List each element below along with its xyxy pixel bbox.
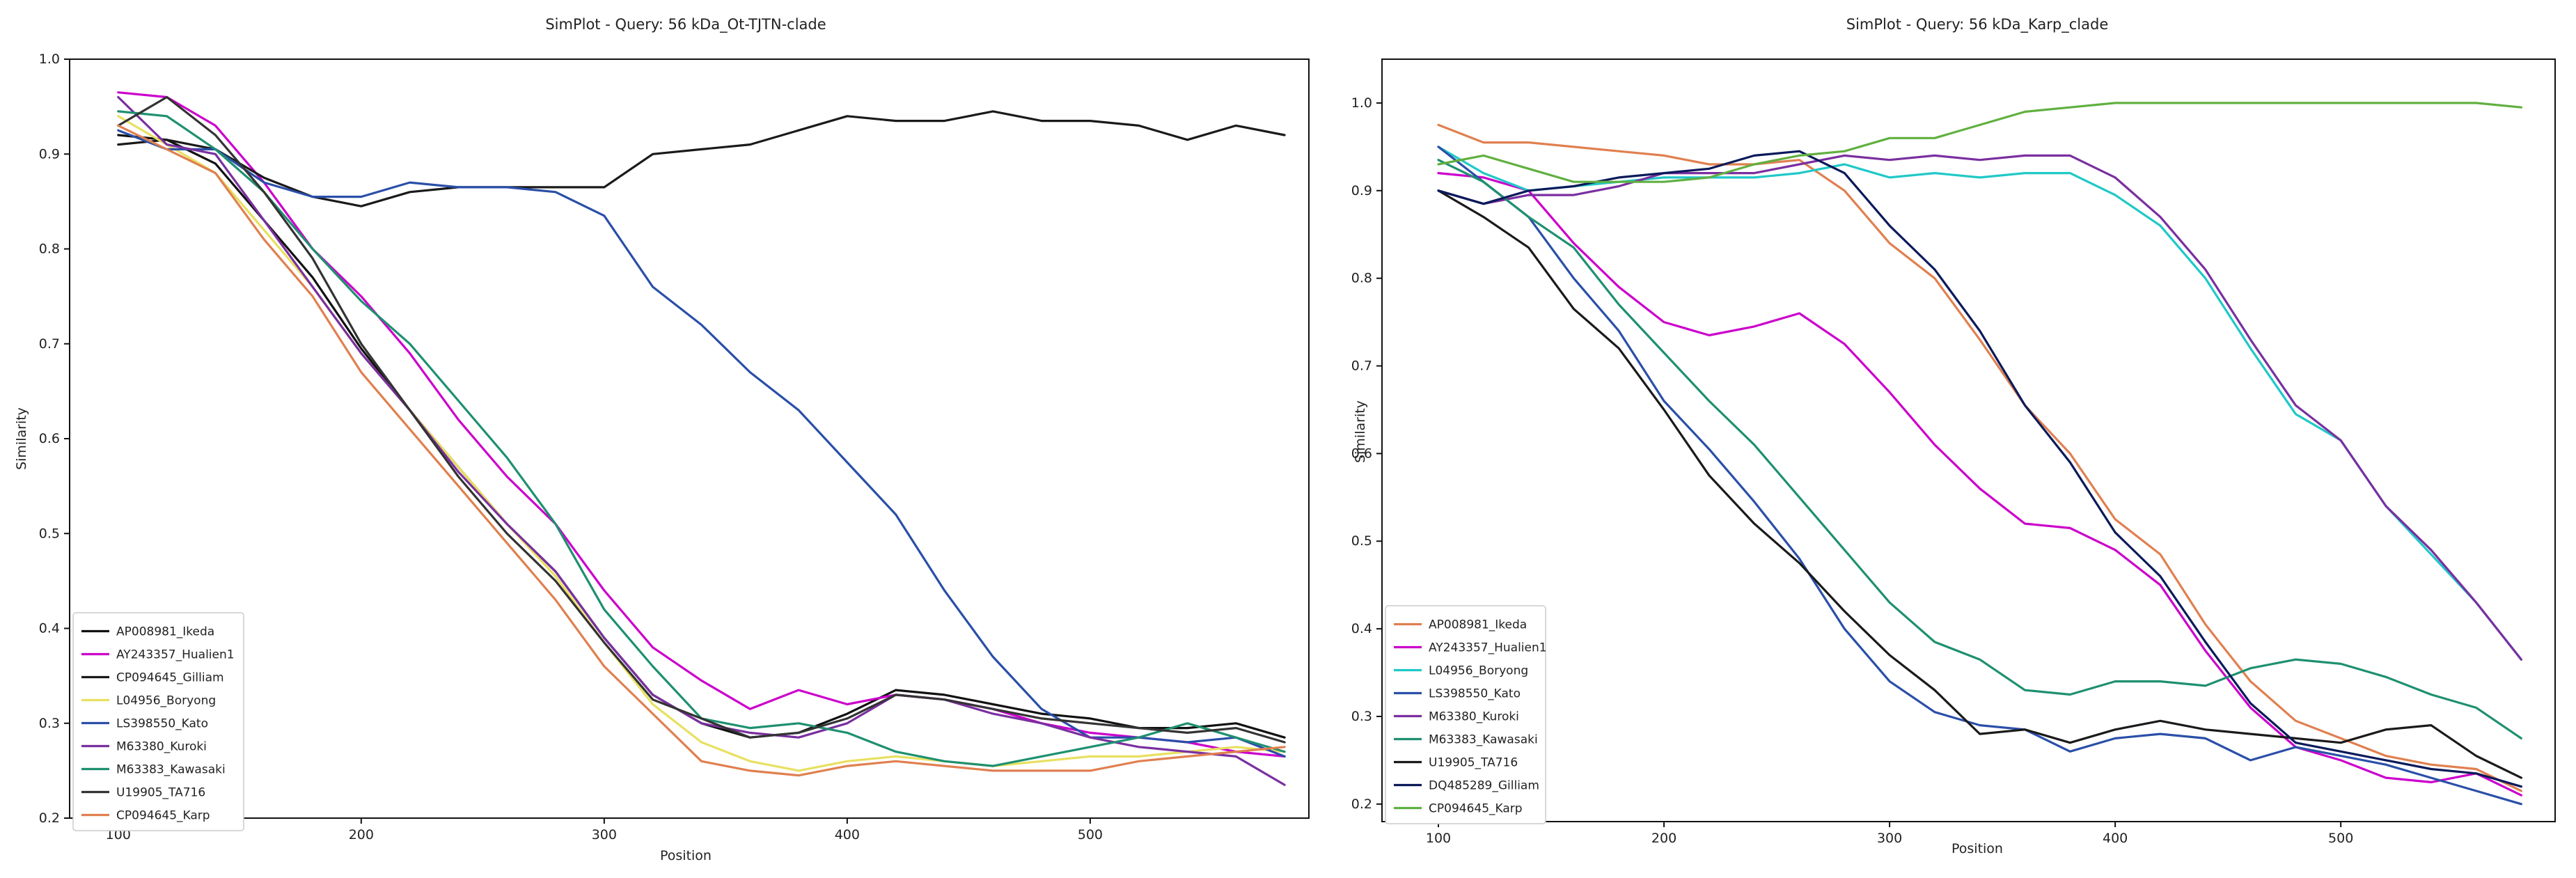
chart-right-series-group bbox=[1437, 102, 2522, 806]
chart-left-series-line-4 bbox=[117, 129, 1286, 758]
chart-left-legend-label-0: AP008981_Ikeda bbox=[116, 625, 214, 639]
chart-right-series-line-2 bbox=[1437, 146, 2522, 661]
chart-right-legend: AP008981_Ikeda AY243357_Hualien1 L04956_Bo… bbox=[1385, 605, 1547, 824]
chart-right-x-tick-label-2: 300 bbox=[1877, 831, 1902, 846]
chart-left-y-tick-label-6: 0.8 bbox=[39, 242, 60, 257]
chart-left-title: SimPlot - Query: 56 kDa_Ot-TJTN-clade bbox=[545, 16, 826, 33]
chart-left-y-tick-label-0: 0.2 bbox=[39, 810, 60, 826]
chart-right-legend-label-8: CP094645_Karp bbox=[1429, 802, 1523, 816]
chart-left-series-line-5 bbox=[117, 95, 1286, 786]
chart-left-x-tick-label-4: 500 bbox=[1078, 827, 1103, 842]
chart-left-y-tick-label-4: 0.6 bbox=[39, 431, 60, 446]
chart-right-series-line-4 bbox=[1437, 154, 2522, 661]
chart-left-legend-label-7: U19905_TA716 bbox=[116, 786, 205, 800]
chart-right-x-tick-label-1: 200 bbox=[1651, 831, 1676, 846]
chart-right-legend-label-6: U19905_TA716 bbox=[1429, 756, 1518, 770]
chart-right-x-axis-label: Position bbox=[1951, 841, 2003, 856]
chart-right-y-tick-label-0: 0.2 bbox=[1351, 797, 1372, 812]
chart-right-legend-label-1: AY243357_Hualien1 bbox=[1429, 641, 1547, 655]
chart-right-y-tick-label-2: 0.4 bbox=[1351, 621, 1372, 636]
chart-right-series-line-8 bbox=[1437, 102, 2522, 183]
chart-right-legend-label-3: LS398550_Kato bbox=[1429, 687, 1521, 701]
chart-left-y-tick-label-1: 0.3 bbox=[39, 716, 60, 731]
chart-right-series-line-7 bbox=[1437, 150, 2522, 788]
chart-left-y-axis-label: Similarity bbox=[14, 407, 29, 470]
chart-left-series-line-8 bbox=[117, 124, 1286, 777]
chart-right-y-tick-label-1: 0.3 bbox=[1351, 709, 1372, 724]
chart-left: SimPlot - Query: 56 kDa_Ot-TJTN-clade 10… bbox=[14, 16, 1310, 863]
chart-left-legend-label-6: M63383_Kawasaki bbox=[116, 763, 226, 777]
chart-left-legend-label-5: M63380_Kuroki bbox=[116, 740, 207, 754]
chart-left-y-tick-label-2: 0.4 bbox=[39, 621, 60, 636]
chart-right-legend-label-2: L04956_Boryong bbox=[1429, 664, 1528, 678]
chart-right-legend-label-5: M63383_Kawasaki bbox=[1429, 733, 1538, 747]
chart-left-legend-box bbox=[72, 612, 244, 831]
chart-left-legend-label-2: CP094645_Gilliam bbox=[116, 671, 224, 685]
chart-left-legend-label-8: CP094645_Karp bbox=[116, 809, 210, 823]
chart-right-legend-label-4: M63380_Kuroki bbox=[1429, 710, 1519, 724]
chart-right-x-tick-label-3: 400 bbox=[2103, 831, 2128, 846]
chart-left-x-tick-label-1: 200 bbox=[349, 827, 374, 842]
chart-right-x-tick-label-0: 100 bbox=[1426, 831, 1451, 846]
chart-left-legend-label-3: L04956_Boryong bbox=[116, 694, 216, 708]
chart-right-y-tick-label-4: 0.6 bbox=[1351, 446, 1372, 461]
chart-right-y-tick-label-5: 0.7 bbox=[1351, 359, 1372, 374]
chart-right-y-axis-label: Similarity bbox=[1353, 400, 1368, 463]
chart-right-series-line-6 bbox=[1437, 189, 2522, 779]
chart-right-y-tick-label-8: 1.0 bbox=[1351, 95, 1372, 111]
chart-right-legend-label-0: AP008981_Ikeda bbox=[1429, 618, 1527, 632]
chart-right-y-tick-label-7: 0.9 bbox=[1351, 183, 1372, 198]
chart-left-y-tick-label-7: 0.9 bbox=[39, 146, 60, 162]
chart-right-title: SimPlot - Query: 56 kDa_Karp_clade bbox=[1846, 16, 2109, 33]
chart-left-series-group bbox=[117, 91, 1286, 786]
chart-left-x-tick-label-2: 300 bbox=[592, 827, 617, 842]
chart-right-series-line-1 bbox=[1437, 172, 2522, 797]
chart-right-series-line-5 bbox=[1437, 159, 2522, 740]
chart-right-legend-label-7: DQ485289_Gilliam bbox=[1429, 779, 1539, 793]
chart-left-series-line-7 bbox=[117, 95, 1286, 744]
chart-right-x-axis: 100 200 300 400 500 bbox=[1426, 822, 2353, 846]
chart-right-x-tick-label-4: 500 bbox=[2328, 831, 2353, 846]
chart-right-plot-frame bbox=[1381, 58, 2556, 822]
chart-left-legend: AP008981_Ikeda AY243357_Hualien1 CP094645_… bbox=[72, 612, 244, 831]
chart-right-legend-box bbox=[1385, 605, 1546, 824]
chart-right: SimPlot - Query: 56 kDa_Karp_clade 100 20… bbox=[1351, 16, 2556, 856]
chart-left-y-tick-label-5: 0.7 bbox=[39, 336, 60, 352]
chart-left-x-axis-label: Position bbox=[660, 848, 712, 863]
chart-right-y-tick-label-3: 0.5 bbox=[1351, 533, 1372, 549]
chart-left-x-tick-label-3: 400 bbox=[835, 827, 860, 842]
chart-left-legend-label-4: LS398550_Kato bbox=[116, 717, 208, 731]
chart-left-y-axis: 0.2 0.3 0.4 0.5 0.6 0.7 0.8 0.9 1.0 bbox=[39, 52, 70, 826]
chart-right-series-line-3 bbox=[1437, 146, 2522, 806]
chart-left-y-tick-label-3: 0.5 bbox=[39, 526, 60, 541]
chart-right-series-line-0 bbox=[1437, 123, 2522, 792]
chart-right-y-axis: 0.2 0.3 0.4 0.5 0.6 0.7 0.8 0.9 1.0 bbox=[1351, 95, 1382, 812]
chart-left-x-axis: 100 200 300 400 500 bbox=[106, 818, 1103, 842]
chart-left-y-tick-label-8: 1.0 bbox=[39, 52, 60, 67]
chart-right-y-tick-label-6: 0.8 bbox=[1351, 271, 1372, 286]
chart-left-series-line-3 bbox=[117, 115, 1286, 772]
chart-left-legend-label-1: AY243357_Hualien1 bbox=[116, 648, 235, 662]
chart-left-series-line-6 bbox=[117, 110, 1286, 767]
